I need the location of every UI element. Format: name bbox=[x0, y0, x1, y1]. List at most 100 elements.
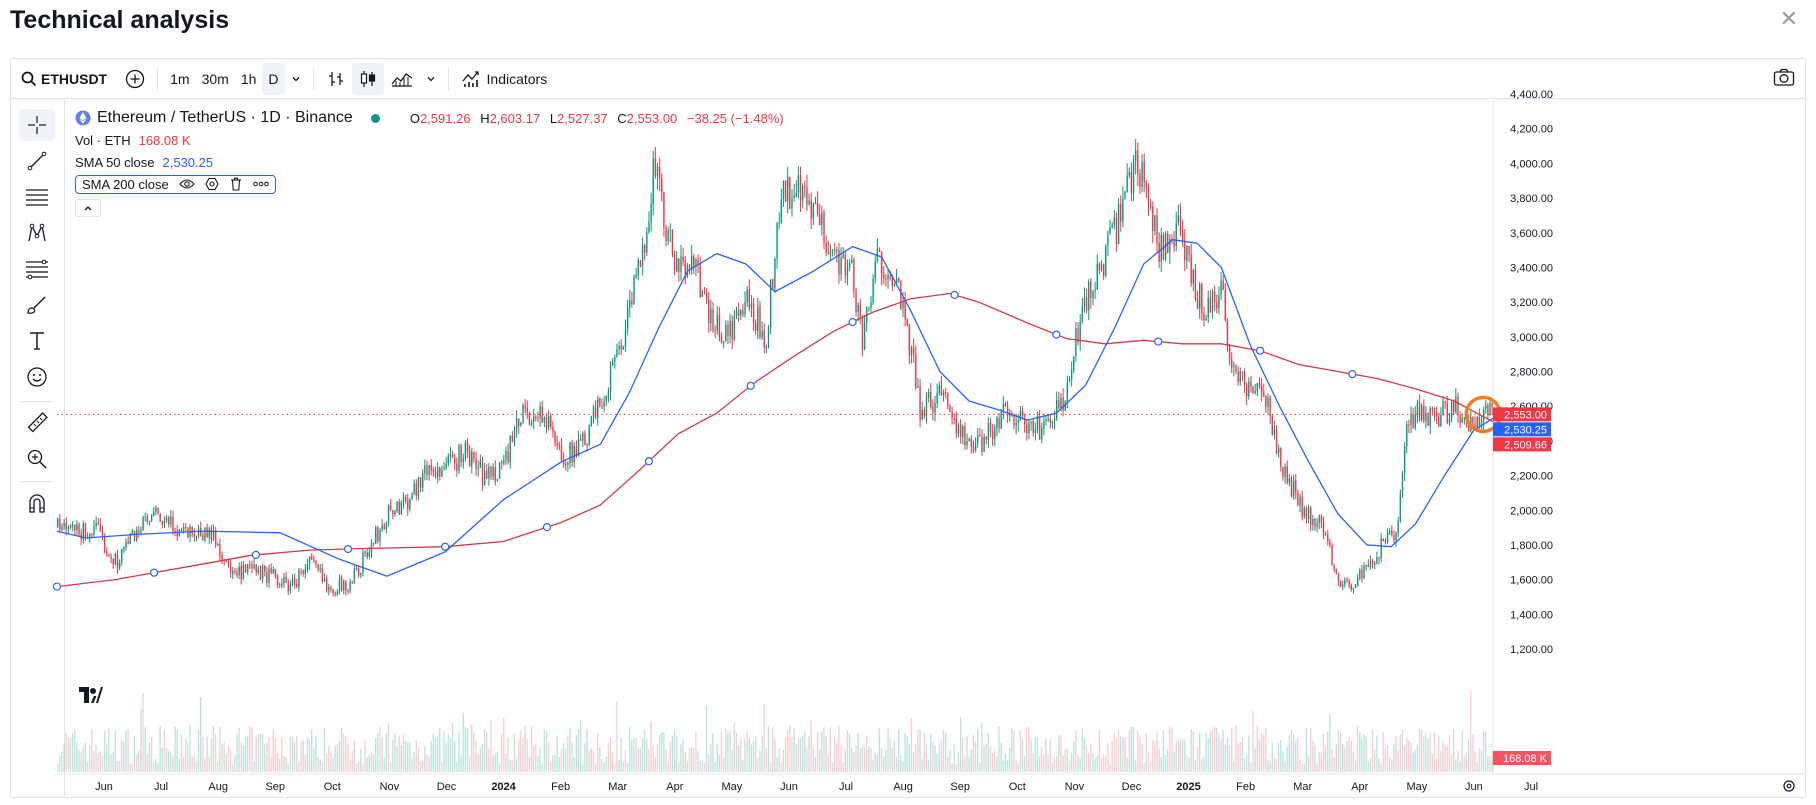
interval-30m[interactable]: 30m bbox=[201, 70, 229, 87]
candle-body bbox=[661, 178, 663, 193]
interval-d[interactable]: D bbox=[262, 62, 285, 95]
volume-bar bbox=[1113, 733, 1115, 772]
sma50-label[interactable]: SMA 50 close bbox=[75, 154, 155, 170]
sma200-handle[interactable] bbox=[848, 317, 857, 327]
sma200-handle[interactable] bbox=[1052, 330, 1061, 339]
emoji-tool[interactable] bbox=[19, 361, 55, 393]
candle-body bbox=[778, 222, 780, 224]
volume-bar bbox=[635, 737, 637, 772]
volume-bar bbox=[921, 758, 923, 772]
volume-bar bbox=[780, 762, 782, 772]
candle-body bbox=[799, 175, 802, 201]
brush-tool[interactable] bbox=[19, 289, 55, 321]
candle-body bbox=[67, 526, 70, 530]
volume-bar bbox=[769, 762, 772, 772]
volume-bar bbox=[575, 734, 578, 772]
horizontal-lines-tool[interactable] bbox=[19, 181, 55, 213]
bars-style-button[interactable] bbox=[320, 63, 352, 95]
sma200-handle[interactable] bbox=[950, 290, 959, 299]
settings-icon[interactable] bbox=[205, 177, 219, 191]
trend-line-tool[interactable] bbox=[19, 145, 55, 177]
zoom-tool[interactable] bbox=[19, 443, 55, 475]
volume-bar bbox=[1474, 751, 1476, 772]
volume-bar bbox=[176, 729, 178, 772]
candles-style-button[interactable] bbox=[351, 62, 384, 95]
magnet-tool[interactable] bbox=[19, 487, 55, 519]
candle-body bbox=[426, 465, 428, 475]
eye-icon[interactable] bbox=[178, 178, 195, 190]
volume-bar bbox=[1333, 757, 1335, 772]
chevron-down-icon bbox=[427, 76, 434, 81]
sma200-handle[interactable] bbox=[1348, 370, 1357, 379]
volume-bar bbox=[266, 742, 268, 772]
price-chart[interactable]: 4,400.00 4,200.00 4,000.00 3,800.00 3,600.00… bbox=[11, 59, 1805, 797]
interval-1h[interactable]: 1h bbox=[240, 70, 257, 87]
candle-body bbox=[321, 568, 324, 582]
candle-body bbox=[1100, 264, 1103, 271]
sma200-handle[interactable] bbox=[746, 381, 755, 390]
volume-bar bbox=[155, 759, 157, 772]
candle-body bbox=[848, 263, 851, 268]
candle-body bbox=[1356, 578, 1359, 586]
candle-body bbox=[1237, 371, 1239, 382]
candle-body bbox=[601, 405, 603, 407]
candle-body bbox=[695, 259, 697, 267]
close-icon[interactable]: ✕ bbox=[1779, 6, 1798, 31]
sma200-handle[interactable] bbox=[251, 550, 261, 560]
sma200-handle[interactable] bbox=[1154, 337, 1163, 346]
volume-bar bbox=[718, 754, 721, 772]
sma200-handle[interactable] bbox=[149, 568, 159, 577]
sma200-legend-item[interactable]: SMA 200 close bbox=[75, 174, 276, 194]
crosshair-tool[interactable] bbox=[19, 109, 55, 141]
candle-body bbox=[537, 418, 539, 420]
settings-gear-icon[interactable] bbox=[1783, 780, 1795, 792]
candle-body bbox=[981, 436, 983, 452]
indicators-button[interactable]: Indicators bbox=[455, 63, 554, 95]
volume-bar bbox=[1408, 740, 1410, 772]
sma200-handle[interactable] bbox=[441, 542, 450, 551]
volume-bar bbox=[1450, 754, 1453, 772]
compare-symbol-button[interactable] bbox=[119, 63, 151, 95]
volume-bar bbox=[547, 741, 550, 772]
candle-body bbox=[1130, 172, 1133, 194]
volume-bar bbox=[752, 741, 755, 772]
volume-bar bbox=[1237, 743, 1239, 772]
interval-1m[interactable]: 1m bbox=[170, 70, 190, 87]
sma200-handle[interactable] bbox=[644, 457, 653, 466]
volume-bar bbox=[902, 761, 904, 772]
text-tool[interactable] bbox=[19, 325, 55, 357]
candle-body bbox=[394, 511, 396, 515]
volume-bar bbox=[424, 746, 426, 772]
volume-bar bbox=[1356, 726, 1359, 772]
pattern-tool[interactable] bbox=[19, 217, 55, 249]
candle-body bbox=[317, 564, 319, 570]
candle-body bbox=[1344, 579, 1346, 585]
volume-bar bbox=[767, 726, 770, 772]
fib-retracement-tool[interactable] bbox=[19, 253, 55, 285]
chart-type-dropdown[interactable] bbox=[420, 63, 442, 95]
sma200-handle[interactable] bbox=[52, 582, 62, 591]
volume-bar bbox=[1482, 731, 1485, 772]
candle-body bbox=[276, 576, 279, 585]
tradingview-logo-icon[interactable] bbox=[79, 687, 103, 708]
interval-dropdown[interactable] bbox=[285, 63, 307, 95]
volume-bar bbox=[673, 730, 676, 772]
collapse-legend-button[interactable] bbox=[75, 199, 101, 217]
volume-bar bbox=[842, 762, 844, 772]
volume-bar bbox=[712, 732, 714, 772]
area-style-button[interactable] bbox=[384, 63, 420, 95]
trash-icon[interactable] bbox=[229, 177, 243, 191]
volume-bar bbox=[456, 762, 458, 772]
snapshot-button[interactable] bbox=[1773, 67, 1795, 90]
volume-bar bbox=[1275, 758, 1278, 772]
candle-body bbox=[362, 552, 364, 574]
candle-body bbox=[816, 202, 819, 215]
volume-label[interactable]: Vol · ETH bbox=[75, 132, 131, 148]
symbol-search-button[interactable]: ETHUSDT bbox=[15, 63, 113, 95]
more-icon[interactable] bbox=[252, 181, 269, 187]
measure-tool[interactable] bbox=[19, 407, 55, 439]
price-tick-label: 3,200.00 bbox=[1510, 297, 1553, 309]
sma200-handle[interactable] bbox=[542, 523, 552, 532]
sma200-handle[interactable] bbox=[343, 544, 353, 554]
sma200-handle[interactable] bbox=[1256, 346, 1265, 355]
